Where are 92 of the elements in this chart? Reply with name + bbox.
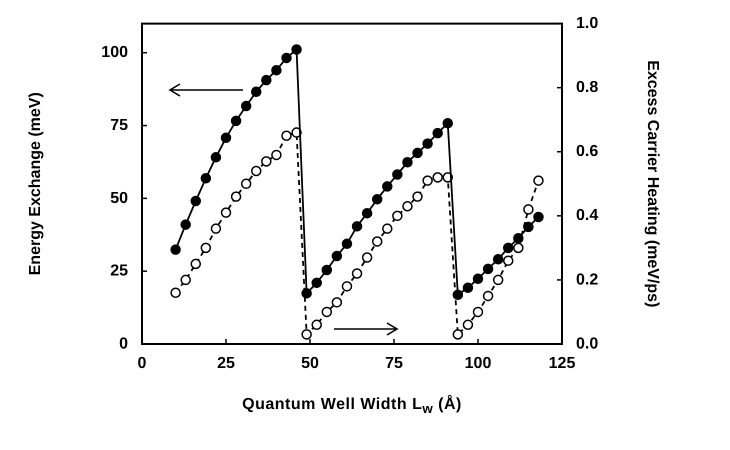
point	[271, 150, 282, 160]
point	[281, 52, 292, 64]
point	[352, 268, 362, 279]
point	[240, 100, 252, 112]
point	[462, 282, 474, 294]
point	[250, 86, 262, 98]
point	[180, 219, 191, 230]
point	[240, 178, 252, 190]
point	[271, 64, 282, 76]
point	[372, 236, 382, 247]
point	[342, 238, 352, 250]
point	[492, 274, 504, 286]
x-tick-label: 0	[138, 355, 147, 372]
point	[452, 290, 464, 300]
point	[301, 329, 312, 340]
point	[311, 320, 322, 330]
point	[372, 194, 382, 204]
y2-tick-label: 0.6	[576, 143, 598, 160]
point	[482, 290, 494, 302]
point	[220, 132, 232, 144]
point	[250, 166, 262, 176]
x-tick-label: 50	[301, 355, 319, 372]
point	[230, 191, 242, 202]
point	[332, 250, 342, 262]
point	[261, 156, 272, 167]
x-tick-label: 25	[217, 355, 235, 372]
point	[523, 222, 534, 232]
point	[291, 44, 302, 55]
y2-tick-label: 0.0	[576, 335, 598, 352]
point	[210, 152, 222, 163]
point	[513, 242, 524, 254]
point	[402, 156, 413, 168]
point	[412, 191, 423, 202]
point	[301, 288, 312, 299]
y-tick-label: 0	[119, 335, 128, 352]
point	[502, 255, 514, 266]
x-axis-title: Quantum Well Width L$_{w}$ (Å)	[241, 396, 463, 416]
point	[200, 173, 212, 184]
point	[220, 207, 232, 218]
point	[311, 278, 322, 288]
point	[533, 212, 544, 222]
point	[332, 297, 342, 308]
point	[492, 254, 504, 264]
point	[322, 264, 332, 276]
point	[180, 274, 191, 286]
point	[452, 329, 464, 340]
point	[200, 242, 212, 254]
y-tick-label: 75	[110, 116, 128, 134]
y-tick-label: 50	[110, 190, 128, 207]
x-tick-label: 75	[385, 355, 403, 372]
point	[322, 306, 332, 318]
point	[382, 223, 393, 234]
point	[392, 169, 403, 180]
y2-tick-label: 0.4	[576, 207, 598, 224]
y2-tick-label: 1.0	[576, 15, 598, 32]
point	[170, 287, 181, 298]
point	[412, 148, 423, 158]
point	[170, 244, 181, 255]
point	[352, 221, 362, 232]
point	[482, 264, 494, 274]
point	[362, 208, 372, 218]
point	[513, 233, 524, 244]
point	[432, 172, 443, 183]
y2-tick-label: 0.8	[576, 79, 598, 96]
y-axis-title: Energy Exchange (meV)	[27, 92, 44, 276]
y-tick-label: 25	[110, 262, 128, 280]
point	[462, 320, 474, 330]
y-tick-label: 100	[101, 44, 128, 62]
point	[402, 200, 413, 212]
point	[382, 181, 393, 192]
point	[230, 116, 242, 126]
point	[190, 196, 202, 206]
point	[502, 242, 514, 254]
point	[392, 210, 403, 222]
point	[281, 130, 292, 141]
point	[190, 258, 202, 270]
x-tick-label: 125	[548, 355, 576, 372]
y2-tick-label: 0.2	[576, 271, 598, 288]
y2-axis-title: Excess Carrier Heating (meV/ps)	[644, 60, 661, 308]
point	[210, 223, 222, 234]
point	[261, 74, 272, 86]
point	[422, 175, 433, 186]
point	[432, 128, 443, 138]
point	[472, 306, 484, 318]
point	[472, 274, 484, 284]
x-tick-label: 100	[464, 355, 492, 372]
point	[422, 138, 433, 149]
point	[523, 204, 534, 215]
point	[362, 252, 372, 263]
point	[442, 118, 454, 128]
point	[342, 281, 352, 292]
point	[533, 175, 544, 186]
